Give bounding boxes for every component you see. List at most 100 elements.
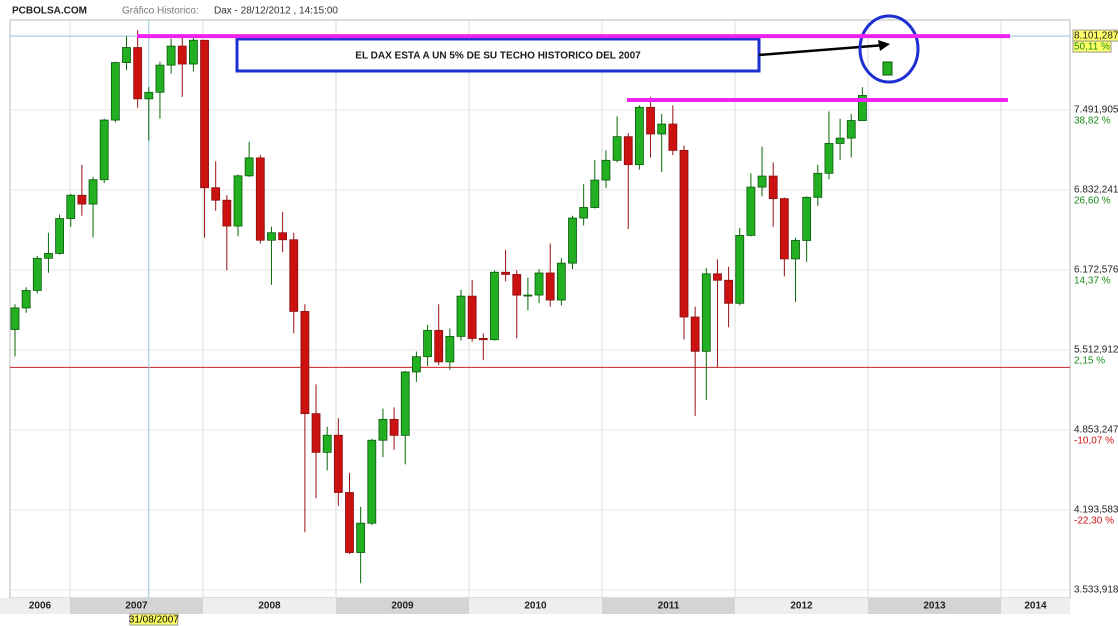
annotation-text: EL DAX ESTA A UN 5% DE SU TECHO HISTORIC… [355, 51, 641, 62]
candle-body [802, 196, 812, 241]
candle-body [155, 64, 165, 93]
candle-body [110, 62, 120, 121]
x-tick-label: 2013 [923, 601, 946, 612]
candle-body [289, 239, 299, 312]
candle-body [345, 492, 354, 553]
candle-body [222, 199, 232, 227]
candle-body [478, 338, 488, 341]
candle-body [411, 356, 421, 373]
header-label: Gráfico Historico: [122, 6, 199, 17]
candle-body [423, 329, 432, 358]
candle-body [44, 253, 53, 259]
candle-body [713, 273, 722, 281]
candle-body [400, 371, 410, 436]
instrument: Dax - 28/12/2012 , 14:15:00 [214, 6, 338, 17]
candle-body [233, 175, 243, 227]
x-tick-label: 2014 [1024, 601, 1047, 612]
candle-body [590, 179, 600, 208]
y2-tick-label: 50,11 % [1074, 42, 1110, 53]
y2-tick-label: -10,07 % [1074, 436, 1114, 447]
candle-body [456, 295, 466, 337]
candle-body [757, 175, 767, 188]
candle-body [668, 123, 678, 151]
candle-body [690, 316, 700, 352]
candle-body [278, 232, 288, 241]
candle-body [813, 172, 823, 198]
x-tick-label: 2009 [391, 601, 414, 612]
candle-body [244, 157, 254, 177]
cursor-label-box [129, 613, 179, 626]
candle-body [858, 95, 867, 121]
candle-body [846, 120, 856, 139]
candle-body [333, 434, 343, 493]
candle-body [545, 272, 555, 301]
annotation-circle [858, 14, 920, 84]
y2-tick-label: 14,37 % [1074, 276, 1111, 287]
candle-body [200, 39, 209, 189]
candle-body [88, 179, 98, 205]
candle-body [66, 194, 76, 219]
site-name: PCBOLSA.COM [12, 6, 87, 17]
candle-body [10, 307, 20, 330]
y-tick-label: 4.193,583 [1074, 505, 1118, 516]
candle-body [267, 232, 276, 241]
y-tick-label: 4.853,247 [1074, 425, 1118, 436]
x-tick-label: 2012 [790, 601, 813, 612]
y2-tick-label: 38,82 % [1074, 116, 1111, 127]
x-tick-label: 2007 [125, 601, 148, 612]
candle-body [144, 91, 154, 100]
candle-body [322, 434, 332, 453]
candle-body [835, 137, 845, 144]
tick-highlight [1072, 40, 1112, 53]
candle-body [679, 149, 689, 318]
y-tick-label: 6.832,241 [1074, 185, 1118, 196]
candle-body [166, 45, 176, 66]
annotation-arrow [758, 43, 886, 57]
arrow-head [878, 40, 890, 51]
x-tick-label: 2010 [524, 601, 547, 612]
year-band [868, 598, 1001, 614]
candle-body [623, 136, 633, 166]
candle-body [77, 194, 87, 205]
y-tick-label: 6.172,576 [1074, 265, 1118, 276]
y-tick-label: 8.101,287 [1074, 31, 1118, 42]
x-axis-bar [0, 598, 1070, 614]
year-band [602, 598, 735, 614]
candle-body [378, 418, 388, 441]
x-tick-label: 2006 [29, 601, 52, 612]
candle-body [122, 47, 131, 63]
candle-body [177, 45, 187, 65]
year-band [70, 598, 203, 614]
x-tick-label: 2008 [258, 601, 281, 612]
candle-body [779, 198, 789, 260]
candle-body [99, 119, 109, 181]
candle-body [367, 439, 377, 524]
candle-body [389, 418, 399, 436]
y-tick-label: 7.491,905 [1074, 105, 1118, 116]
candle-body [657, 123, 667, 135]
candle-body [701, 273, 711, 352]
year-band [336, 598, 469, 614]
candle-body [21, 290, 31, 309]
y2-tick-label: 26,60 % [1074, 196, 1111, 207]
candle-body [133, 47, 143, 100]
candle-body [445, 336, 455, 363]
y2-tick-label: 2,15 % [1074, 356, 1105, 367]
projected-candle [882, 61, 893, 76]
y2-tick-label: -22,30 % [1074, 516, 1114, 527]
candle-body [32, 257, 42, 291]
candle-body [434, 329, 444, 363]
candle-body [601, 159, 611, 181]
candle-body [768, 175, 778, 200]
candle-body [534, 272, 544, 296]
candle-body [735, 234, 745, 304]
candle-body [523, 294, 533, 297]
candle-body [824, 143, 834, 174]
cursor-label: 31/08/2007 [129, 615, 179, 626]
annotation-box [235, 37, 761, 73]
candle-body [724, 279, 733, 304]
candle-body [501, 271, 511, 275]
candle-body [512, 274, 522, 296]
